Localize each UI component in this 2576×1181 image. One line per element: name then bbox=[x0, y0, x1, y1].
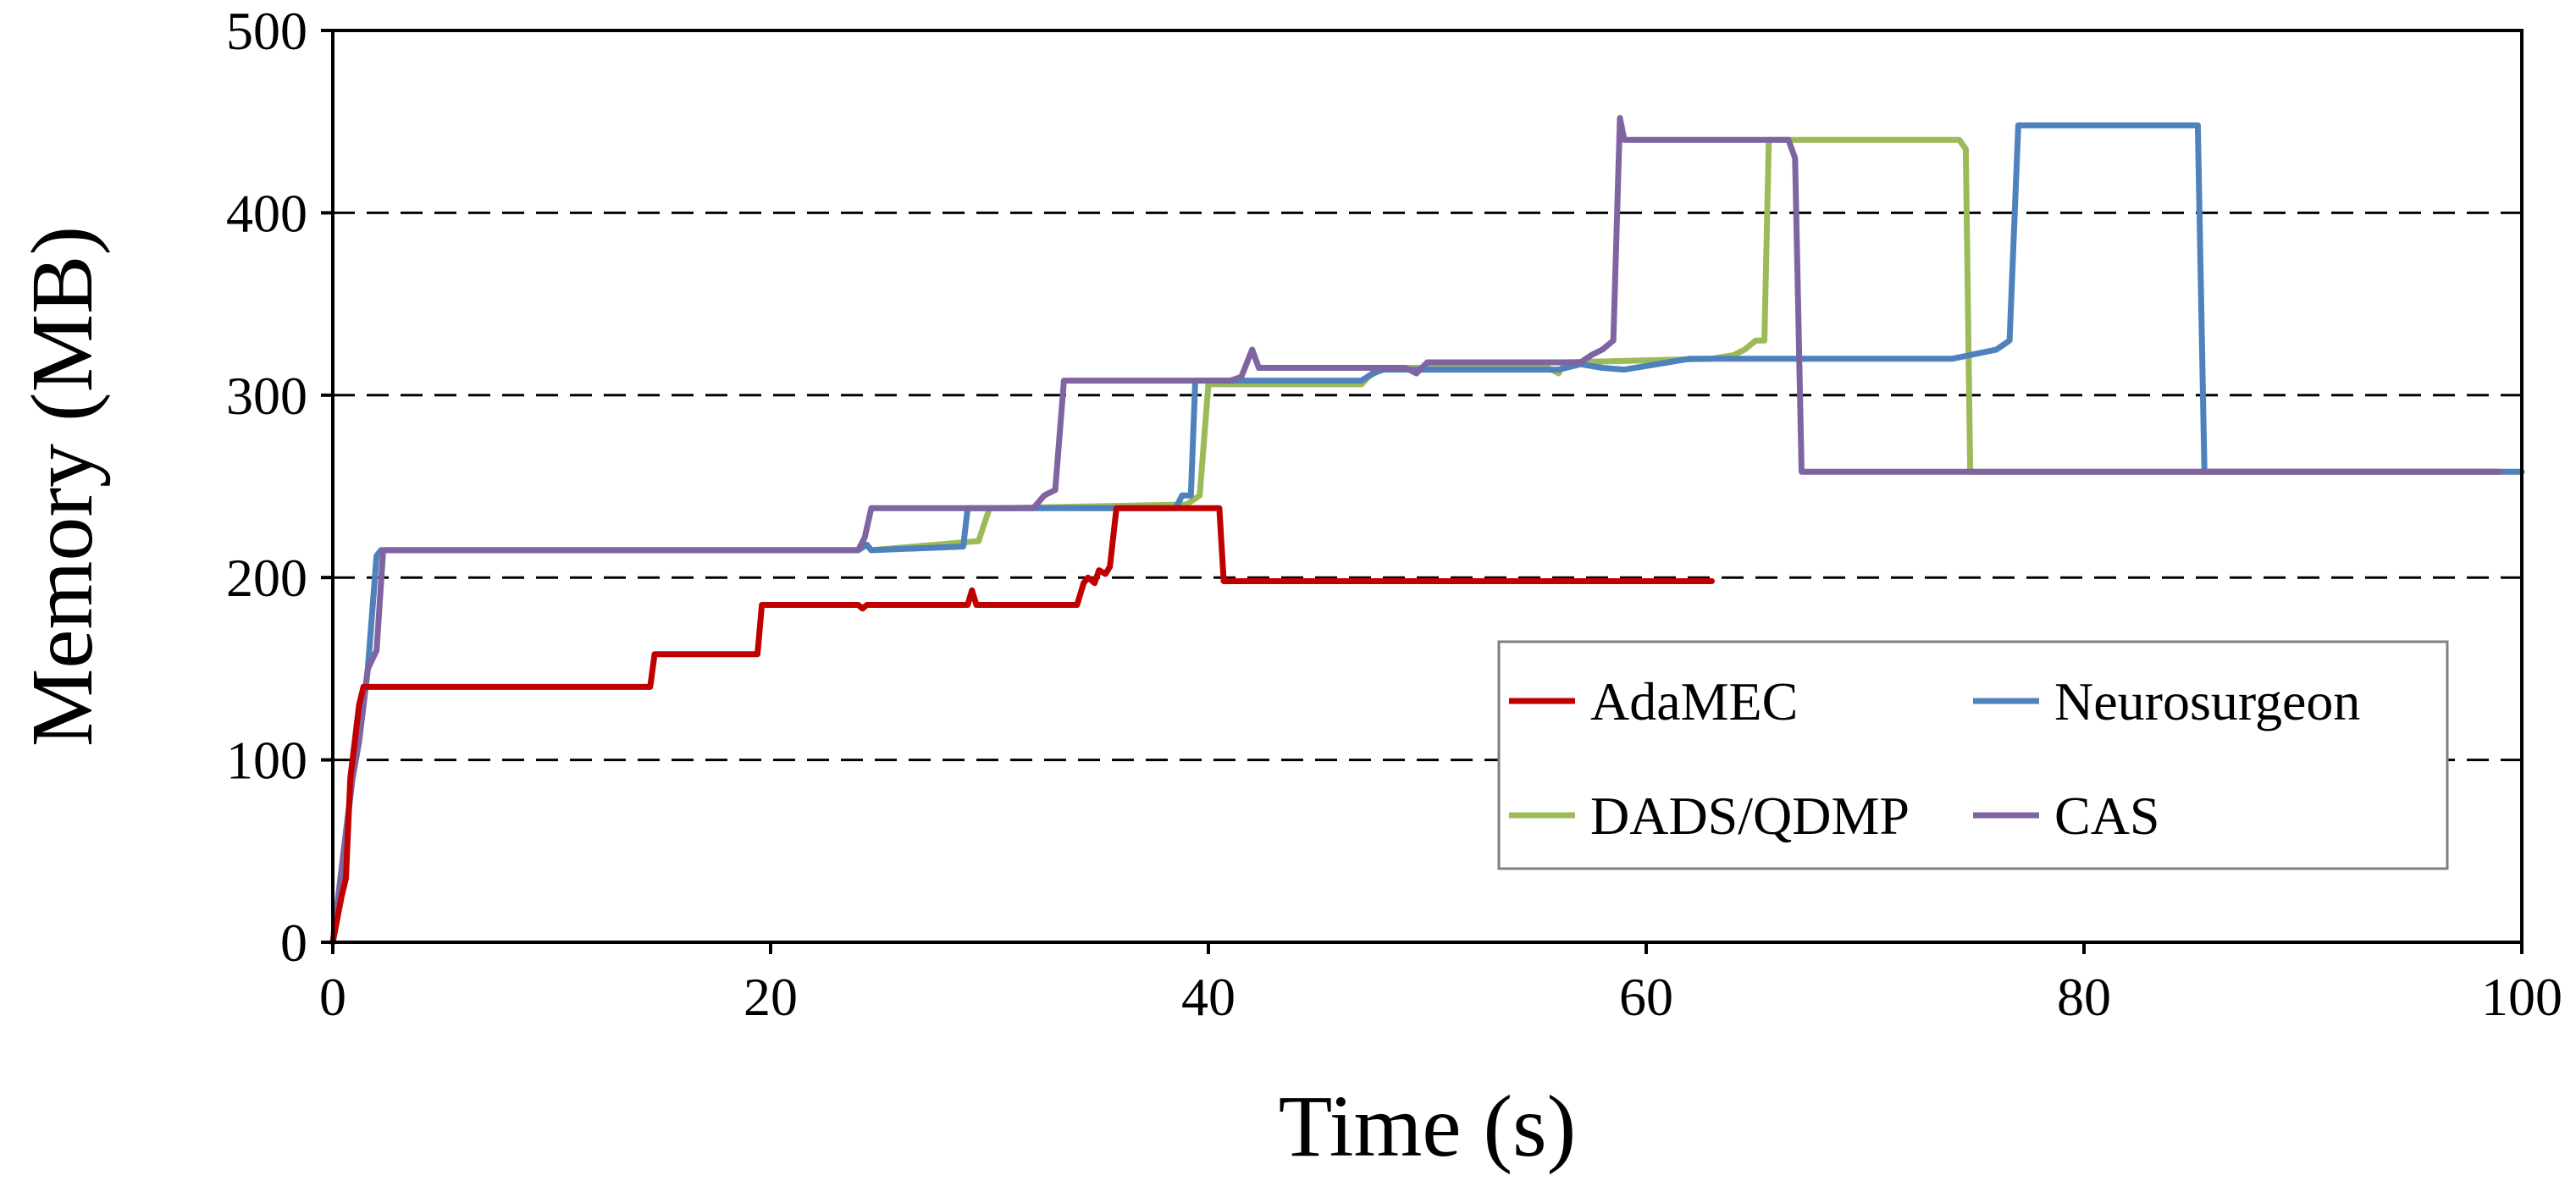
y-tick-label-300: 300 bbox=[226, 366, 307, 426]
legend-label-cas: CAS bbox=[2054, 786, 2160, 846]
y-tick-label-500: 500 bbox=[226, 1, 307, 61]
y-axis-title: Memory (MB) bbox=[14, 226, 111, 747]
x-tick-label-80: 80 bbox=[2057, 967, 2111, 1027]
x-axis-title: Time (s) bbox=[1279, 1078, 1577, 1175]
legend-label-adamec: AdaMEC bbox=[1590, 671, 1798, 731]
legend-box bbox=[1497, 640, 2449, 870]
legend: AdaMEC Neurosurgeon DADS/QDMP CAS bbox=[1497, 640, 2449, 870]
legend-label-neurosurgeon: Neurosurgeon bbox=[2054, 671, 2360, 731]
axis-ticks: 0 100 200 300 400 500 0 20 40 60 80 100 bbox=[226, 1, 2562, 1027]
series-layer bbox=[329, 114, 2525, 946]
series-line-adamec bbox=[329, 505, 1715, 946]
x-tick-label-40: 40 bbox=[1181, 967, 1235, 1027]
y-tick-label-400: 400 bbox=[226, 183, 307, 243]
x-tick-label-0: 0 bbox=[319, 967, 346, 1027]
y-tick-label-200: 200 bbox=[226, 548, 307, 608]
x-tick-label-100: 100 bbox=[2481, 967, 2562, 1027]
x-tick-label-20: 20 bbox=[744, 967, 798, 1027]
plot-frame bbox=[331, 29, 2523, 944]
legend-label-dads-qdmp: DADS/QDMP bbox=[1590, 786, 1910, 846]
y-tick-label-100: 100 bbox=[226, 731, 307, 791]
legend-entries: AdaMEC Neurosurgeon DADS/QDMP CAS bbox=[1509, 671, 2360, 846]
gridlines bbox=[333, 211, 2522, 762]
y-tick-label-0: 0 bbox=[280, 913, 307, 973]
x-tick-label-60: 60 bbox=[1619, 967, 1673, 1027]
series-line-neurosurgeon bbox=[329, 122, 2525, 946]
series-line-cas bbox=[329, 114, 2503, 946]
